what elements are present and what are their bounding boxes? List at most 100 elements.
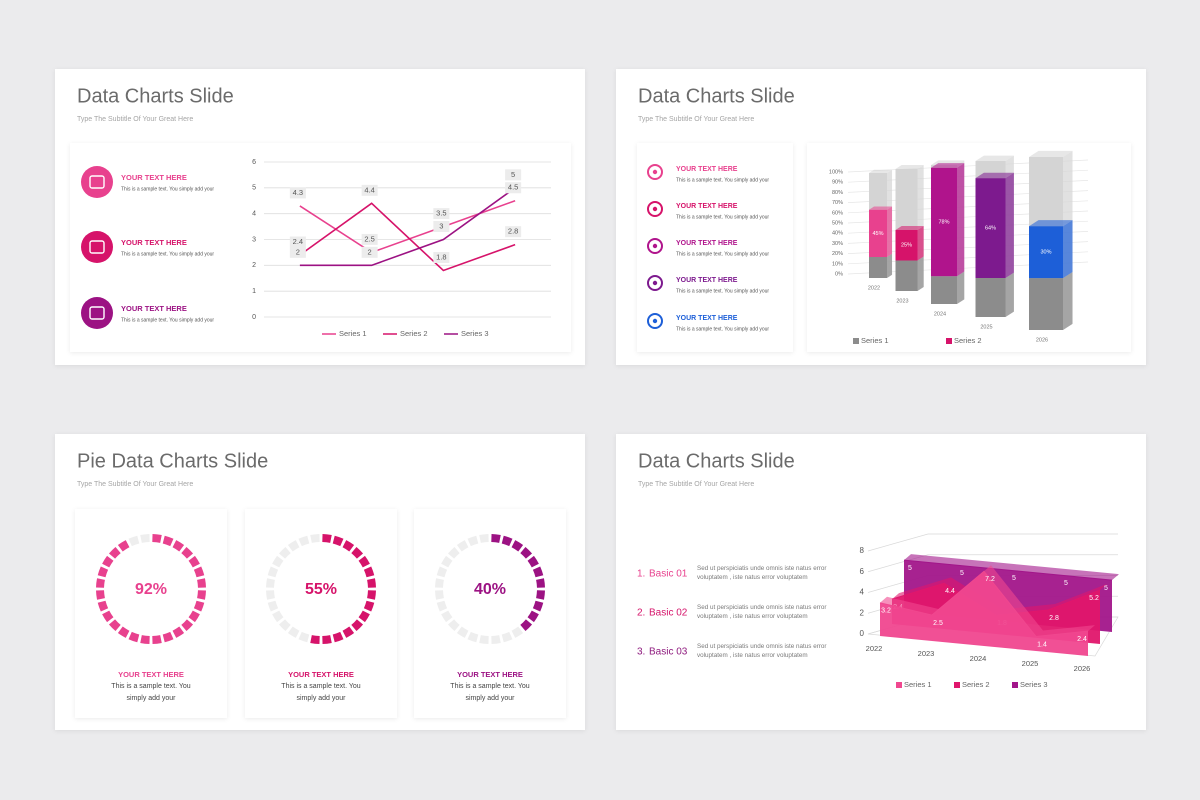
icon-glyph: [89, 175, 105, 189]
center-label: 92%: [135, 581, 167, 598]
y-tick-label: 40%: [832, 231, 843, 237]
data-label: 30%: [1040, 250, 1051, 256]
bar-segment: [895, 260, 918, 291]
x-tick-label: 2025: [980, 324, 992, 330]
legend-swatch: [946, 338, 952, 344]
text-block: Sed ut perspiciatis unde omnis iste natu…: [697, 604, 827, 620]
y-tick-label: 0: [860, 629, 865, 638]
icon-dot: [652, 280, 658, 286]
donut-value: [491, 534, 545, 632]
item-heading: YOUR TEXT HERE: [676, 277, 738, 284]
data-label: 2.4: [1077, 636, 1087, 643]
icon-glyph: [89, 306, 105, 320]
x-tick-label: 2026: [1036, 337, 1048, 343]
legend-label: Series 3: [1020, 680, 1048, 689]
slide-title: Data Charts Slide: [638, 85, 795, 107]
legend-label: Series 1: [861, 336, 889, 345]
bar-segment-top: [1029, 220, 1073, 227]
area-fill: [880, 571, 1088, 656]
legend-swatch: [954, 682, 960, 688]
bar-segment: [1029, 278, 1063, 330]
data-label: 2.8: [1049, 615, 1059, 622]
item-number: 1.: [637, 569, 645, 580]
bar-segment-top: [975, 172, 1014, 179]
data-label-box: [433, 208, 450, 220]
text-block: Sed ut perspiciatis unde omnis iste natu…: [697, 565, 827, 581]
data-label-box: [433, 252, 450, 263]
data-label-box: [361, 246, 378, 258]
item-heading: YOUR TEXT HERE: [121, 304, 187, 313]
data-label-box: [505, 182, 522, 194]
grid-line: [867, 554, 1118, 573]
series-line: [299, 202, 516, 272]
item-text: This is a sample text. You simply add yo…: [121, 251, 214, 257]
bar-container-top: [975, 155, 1014, 161]
y-tick-label: 80%: [832, 190, 843, 196]
legend-label: Series 2: [962, 680, 990, 689]
x-tick-label: 2024: [970, 654, 987, 663]
icon: [647, 238, 663, 254]
item-text: This is a sample text. You simply add yo…: [121, 186, 214, 192]
legend-swatch: [896, 682, 902, 688]
legend-label: Series 2: [400, 329, 428, 338]
text-block: This is a sample text. You simply add yo…: [111, 683, 190, 702]
item-heading: YOUR TEXT HERE: [121, 173, 187, 182]
bar-segment-side: [917, 256, 924, 291]
data-label: 5: [1104, 585, 1108, 592]
bar-segment-top: [931, 163, 965, 168]
y-tick-label: 60%: [832, 210, 843, 216]
bar-container-top: [895, 165, 924, 169]
y-tick-label: 70%: [832, 200, 843, 206]
legend-label: Series 2: [954, 336, 982, 345]
bar-segment: [869, 257, 887, 278]
legend-swatch: [853, 338, 859, 344]
bar-segment-side: [917, 226, 924, 261]
icon-badge: [81, 297, 113, 329]
bar-segment-side: [957, 163, 965, 277]
y-tick-label: 4: [860, 588, 865, 597]
y-tick-label: 90%: [832, 180, 843, 186]
slide-subtitle: Type The Subtitle Of Your Great Here: [77, 116, 193, 123]
center-label: 40%: [474, 581, 506, 598]
item-text: This is a sample text. You simply add yo…: [121, 317, 214, 323]
x-tick-label: 2025: [1022, 659, 1039, 668]
item-heading: YOUR TEXT HERE: [288, 670, 354, 679]
donut-value: [310, 534, 376, 644]
data-label: 5: [908, 565, 912, 572]
bar-segment-side: [1005, 272, 1014, 317]
bar-segment-side: [1005, 172, 1014, 278]
data-label: 78%: [938, 219, 949, 225]
text-block: Sed ut perspiciatis unde omnis iste natu…: [697, 643, 827, 659]
text-block: This is a sample text. You simply add yo…: [281, 683, 360, 702]
icon: [647, 313, 663, 329]
icon-dot: [652, 206, 658, 212]
y-tick-label: 0%: [835, 271, 843, 277]
item-heading: YOUR TEXT HERE: [118, 670, 184, 679]
item-text: This is a sample text. You simply add yo…: [676, 214, 769, 220]
legend-label: Series 3: [461, 329, 489, 338]
slide-subtitle: Type The Subtitle Of Your Great Here: [638, 116, 754, 123]
bar-segment: [931, 276, 957, 304]
icon-badge: [81, 166, 113, 198]
bar-segment-top: [869, 206, 893, 210]
y-tick-label: 20%: [832, 251, 843, 257]
item-number: 2.: [637, 608, 645, 619]
data-label-box: [505, 226, 522, 238]
item-heading: YOUR TEXT HERE: [676, 166, 738, 173]
x-tick-label: 2023: [896, 298, 908, 304]
center-label: 55%: [305, 581, 337, 598]
bar-segment-side: [1063, 271, 1073, 330]
item-heading: YOUR TEXT HERE: [676, 203, 738, 210]
x-tick-label: 2022: [868, 285, 880, 291]
data-label-box: [433, 221, 450, 232]
y-tick-label: 100%: [829, 169, 843, 175]
icon: [647, 201, 663, 217]
icon-badge: [81, 231, 113, 263]
item-label: Basic 02: [649, 608, 688, 619]
data-label: 25%: [901, 243, 912, 249]
bar-segment: [975, 278, 1006, 317]
y-tick-label: 6: [860, 567, 865, 576]
y-tick-label: 6: [252, 159, 256, 166]
bar-segment-side: [957, 271, 965, 304]
y-tick-label: 2: [252, 262, 256, 269]
